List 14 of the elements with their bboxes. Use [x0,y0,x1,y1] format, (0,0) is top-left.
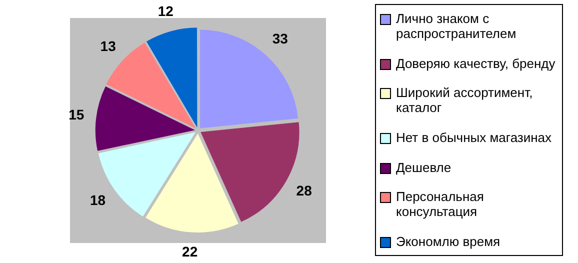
data-label: 15 [68,106,84,122]
data-label: 33 [272,30,288,47]
data-label: 12 [158,3,174,20]
legend-label: Лично знаком с распространителем [396,11,518,41]
data-label: 28 [296,182,312,199]
legend-label: Персональная консультация [396,189,485,220]
legend-label: Широкий ассортимент, каталог [396,85,534,116]
data-label: 13 [100,38,116,54]
data-label: 18 [90,192,106,208]
legend-label: Нет в обычных магазинах [396,130,552,145]
legend-label: Доверяю качеству, бренду [396,56,556,71]
legend-label: Экономлю время [396,234,500,249]
legend-label: Дешевле [396,160,452,175]
data-label: 22 [182,244,198,260]
